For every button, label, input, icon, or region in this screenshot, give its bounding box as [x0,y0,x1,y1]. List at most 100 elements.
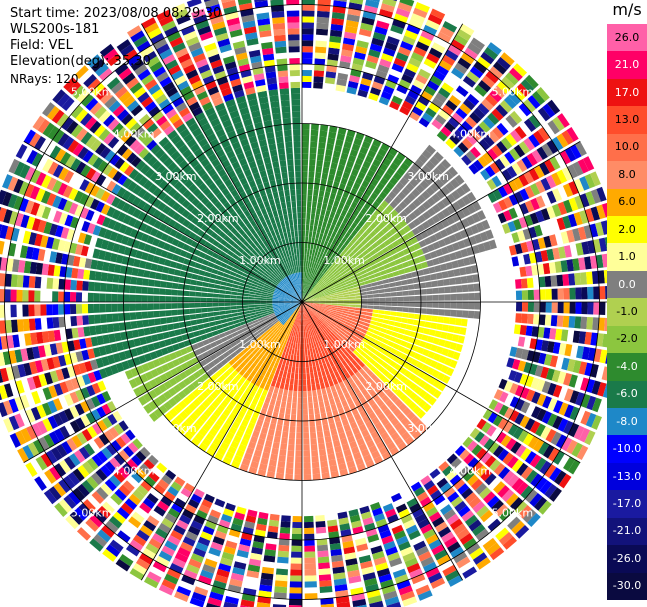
velocity-gate [312,473,321,481]
velocity-gate [389,336,397,343]
velocity-gate [355,346,363,354]
velocity-gate [377,346,385,354]
velocity-gate [279,294,285,298]
velocity-gate [566,259,574,272]
velocity-gate [220,336,228,343]
velocity-gate [393,57,407,68]
velocity-gate [49,343,58,356]
velocity-gate [349,293,356,297]
velocity-gate [101,356,110,367]
velocity-gate [446,193,456,204]
velocity-gate [319,295,326,299]
velocity-gate [203,409,213,418]
velocity-gate [101,390,112,402]
velocity-gate [466,191,477,203]
velocity-gate [83,326,91,337]
velocity-gate [4,273,12,287]
velocity-gate [453,478,466,491]
velocity-gate [326,59,338,67]
velocity-gate [249,552,262,561]
velocity-gate [158,522,172,534]
velocity-gate [400,384,409,393]
velocity-gate [321,267,327,273]
velocity-gate [372,309,379,314]
velocity-gate [540,177,551,191]
velocity-gate [212,423,221,432]
velocity-gate [520,349,529,360]
velocity-gate [325,319,331,325]
velocity-gate [327,453,336,461]
velocity-gate [584,331,592,345]
velocity-gate [486,178,497,191]
velocity-gate [305,306,310,312]
velocity-gate [395,152,406,162]
velocity-gate [549,328,557,340]
velocity-gate [365,361,373,369]
velocity-gate [214,320,222,326]
velocity-gate [370,86,382,96]
velocity-gate [241,323,248,329]
velocity-gate [111,283,119,293]
velocity-gate [103,229,113,240]
velocity-gate [99,282,107,292]
velocity-gate [170,529,184,541]
velocity-gate [332,281,339,286]
velocity-gate [572,161,584,176]
velocity-gate [441,374,451,384]
velocity-gate [378,293,386,298]
velocity-gate [172,394,182,404]
velocity-gate [289,378,294,385]
velocity-gate [163,491,176,502]
velocity-gate [451,260,459,269]
velocity-gate [249,346,256,353]
velocity-gate [121,148,133,160]
velocity-gate [364,279,371,285]
velocity-gate [480,169,491,181]
velocity-gate [507,455,519,469]
velocity-gate [404,557,419,568]
velocity-gate [312,231,317,238]
velocity-gate [284,304,291,307]
velocity-gate [147,194,157,205]
velocity-gate [584,256,592,270]
velocity-gate [250,329,258,335]
velocity-gate [446,453,458,465]
velocity-gate [308,177,314,184]
velocity-gate [282,358,287,366]
velocity-gate [394,321,401,328]
velocity-gate [384,310,391,316]
velocity-gate [0,402,8,418]
velocity-gate [248,294,255,298]
velocity-gate [314,177,321,185]
velocity-gate [304,291,308,297]
velocity-gate [288,599,302,606]
velocity-gate [317,319,322,325]
velocity-gate [135,346,144,356]
velocity-gate [254,302,261,305]
velocity-gate [316,22,329,30]
velocity-gate [78,362,87,374]
velocity-gate [533,496,548,511]
velocity-gate [304,313,307,320]
velocity-gate [319,300,326,302]
velocity-gate [342,289,349,293]
velocity-gate [475,528,490,542]
velocity-gate [415,545,429,557]
velocity-gate [381,246,390,254]
velocity-gate [333,572,346,580]
velocity-gate [304,545,316,552]
velocity-gate [398,508,411,519]
velocity-gate [91,491,105,504]
velocity-gate [219,557,233,567]
velocity-gate [117,303,124,312]
velocity-gate [417,518,430,529]
velocity-gate [389,176,399,186]
velocity-gate [347,416,356,424]
velocity-gate [278,304,285,306]
velocity-gate [509,67,523,82]
velocity-gate [542,262,551,275]
velocity-gate [306,294,312,299]
velocity-gate [424,342,433,350]
velocity-gate [250,355,258,363]
velocity-gate [563,199,573,214]
